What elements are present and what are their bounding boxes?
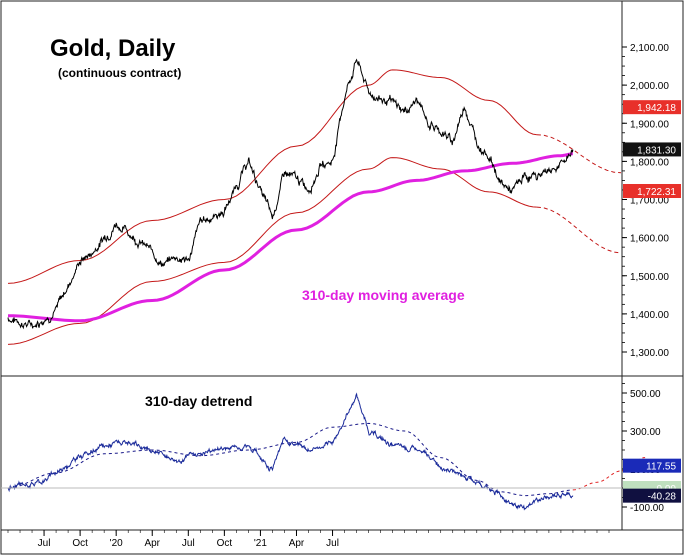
x-tick-label: Jul [182, 538, 195, 549]
price-line [7, 58, 574, 330]
x-tick-label: Apr [289, 538, 305, 549]
y-tick-label-top: 2,000.00 [630, 81, 669, 92]
x-tick-label: Apr [144, 538, 160, 549]
series-upper-band-projection [536, 134, 622, 174]
series-lower-band-projection [536, 206, 622, 254]
x-tick-label: Oct [72, 538, 88, 549]
y-tick-label-bottom: 300.00 [630, 427, 661, 438]
y-tick-label-top: 1,300.00 [630, 348, 669, 359]
x-tick-label: Oct [217, 538, 233, 549]
series-upper-band [7, 69, 537, 284]
x-tick-label: '20 [110, 538, 123, 549]
y-tick-label-top: 1,800.00 [630, 157, 669, 168]
moving-average-line [8, 152, 573, 323]
y-tick-label-top: 1,700.00 [630, 196, 669, 207]
value-badge-bottom [623, 458, 681, 473]
y-tick-label-bottom: 500.00 [630, 389, 661, 400]
value-badge-label-bottom: 117.55 [646, 462, 676, 473]
detrend-title: 310-day detrend [145, 393, 252, 409]
detrend-line [7, 392, 574, 511]
x-tick-label: '21 [254, 538, 267, 549]
value-badge-label-bottom: -40.28 [648, 492, 677, 503]
y-tick-label-top: 1,900.00 [630, 119, 669, 130]
series-lower-band [7, 157, 537, 345]
value-badge-top [623, 183, 681, 198]
value-badge-top [623, 100, 681, 115]
y-tick-label-top: 1,400.00 [630, 310, 669, 321]
chart-subtitle: (continuous contract) [58, 66, 181, 80]
y-tick-label-top: 2,100.00 [630, 43, 669, 54]
value-badge-label-top: 1,942.18 [637, 103, 676, 114]
value-badge-label-top: 1,722.31 [637, 187, 676, 198]
value-badge-top [623, 142, 681, 157]
value-badge-label-top: 1,831.30 [637, 145, 676, 156]
moving-average-annotation: 310-day moving average [302, 287, 465, 303]
series-cycle-projection [7, 422, 573, 497]
y-tick-label-top: 1,500.00 [630, 272, 669, 283]
y-tick-label-top: 1,600.00 [630, 234, 669, 245]
x-tick-label: Jul [326, 538, 339, 549]
y-tick-label-bottom: -100.00 [630, 503, 664, 514]
x-tick-label: Jul [38, 538, 51, 549]
chart-title: Gold, Daily [50, 35, 176, 62]
value-badge-bottom [623, 488, 681, 503]
